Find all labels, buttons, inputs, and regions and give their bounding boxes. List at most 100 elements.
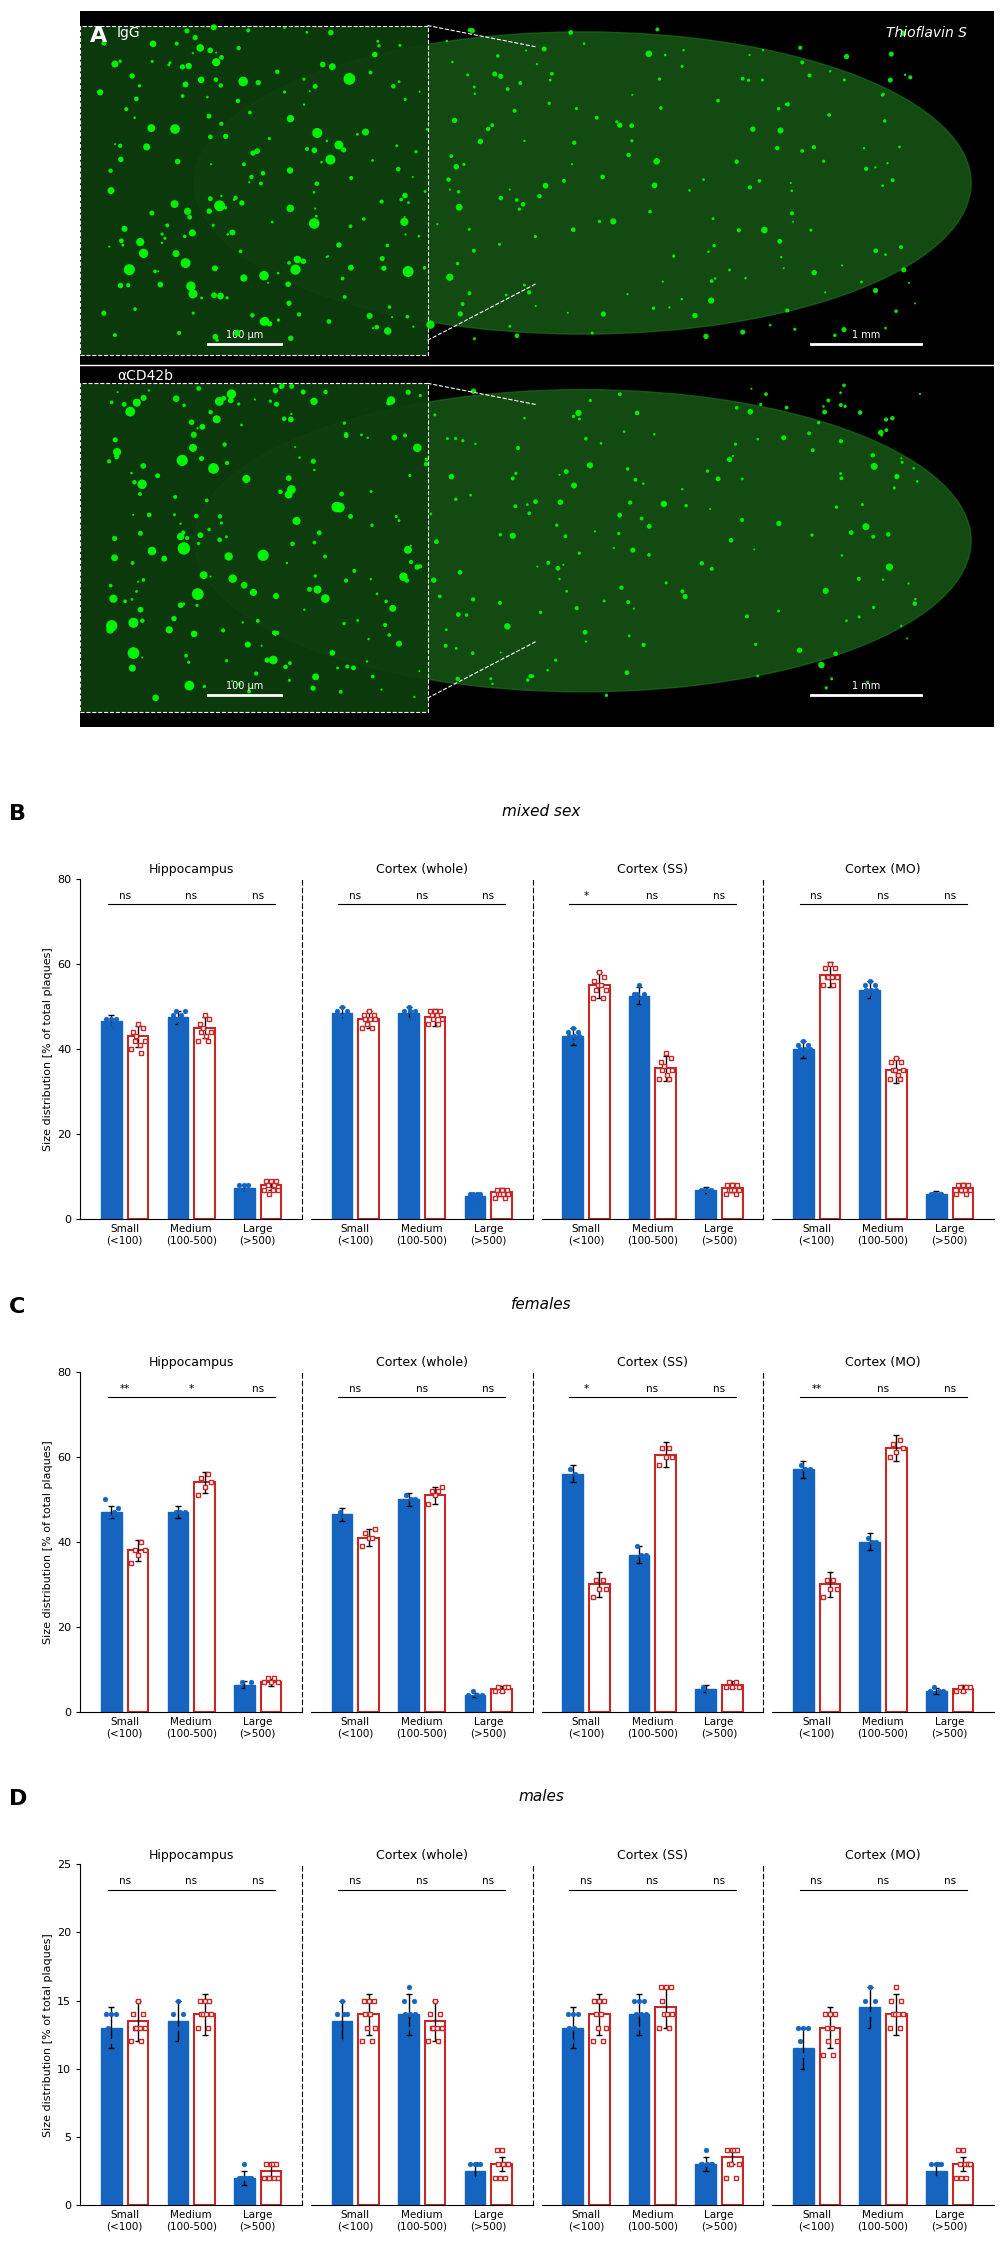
Point xyxy=(336,405,352,441)
Point xyxy=(398,562,414,598)
Point xyxy=(613,569,629,605)
Point xyxy=(202,32,218,68)
Point xyxy=(571,536,587,572)
Point xyxy=(223,382,239,418)
Ellipse shape xyxy=(195,32,970,333)
Point xyxy=(124,544,140,580)
Point xyxy=(902,58,918,94)
Point xyxy=(109,434,125,470)
Point xyxy=(284,526,300,562)
Title: Cortex (MO): Cortex (MO) xyxy=(845,864,920,875)
Point xyxy=(166,497,183,533)
Point xyxy=(892,229,908,266)
Point xyxy=(559,295,575,331)
Point xyxy=(256,256,272,292)
Point xyxy=(877,310,893,346)
Point xyxy=(381,616,397,652)
Point xyxy=(106,45,122,81)
Point xyxy=(803,518,819,554)
Point xyxy=(635,466,651,502)
Point xyxy=(409,430,425,466)
Point xyxy=(106,317,122,353)
Bar xyxy=(655,2007,675,2205)
Point xyxy=(106,540,122,576)
Point xyxy=(396,178,412,214)
Point xyxy=(381,288,397,324)
Point xyxy=(873,418,889,454)
Point xyxy=(373,184,389,220)
Point xyxy=(299,130,315,166)
Point xyxy=(804,432,820,468)
Point xyxy=(195,410,211,446)
Point xyxy=(152,266,169,302)
Point xyxy=(390,151,406,187)
Point xyxy=(906,585,922,621)
Point xyxy=(375,250,391,286)
Point xyxy=(551,560,567,596)
Point xyxy=(624,76,640,112)
Point xyxy=(282,646,298,682)
Point xyxy=(255,538,271,574)
Point xyxy=(191,526,207,562)
Point xyxy=(379,227,395,263)
Point xyxy=(156,540,173,576)
Point xyxy=(253,166,269,202)
Point xyxy=(867,232,883,268)
Point xyxy=(625,592,641,628)
Point xyxy=(505,461,521,497)
Point xyxy=(856,130,872,166)
Point xyxy=(307,191,323,227)
Point xyxy=(175,443,191,479)
Point xyxy=(825,317,842,353)
Point xyxy=(218,119,234,155)
Point xyxy=(208,61,224,97)
Point xyxy=(489,38,506,74)
Point xyxy=(176,515,192,551)
Point xyxy=(541,86,557,122)
Point xyxy=(212,187,228,223)
Point xyxy=(320,238,336,274)
Point xyxy=(125,634,141,670)
Point xyxy=(112,128,128,164)
Bar xyxy=(859,1541,880,1712)
Point xyxy=(786,310,802,346)
Point xyxy=(182,200,198,236)
Point xyxy=(867,148,883,184)
Point xyxy=(185,430,201,466)
Point xyxy=(582,382,598,418)
Point xyxy=(384,590,400,626)
Point xyxy=(483,108,499,144)
Point xyxy=(106,520,122,556)
Point xyxy=(411,652,427,688)
Point xyxy=(900,565,916,601)
Point xyxy=(267,616,283,652)
Point xyxy=(234,407,250,443)
Point xyxy=(213,178,229,214)
Point xyxy=(103,385,119,421)
Point xyxy=(443,459,459,495)
Point xyxy=(450,173,466,209)
Point xyxy=(886,470,902,506)
Bar xyxy=(886,1449,906,1712)
Point xyxy=(124,58,140,94)
Point xyxy=(407,133,423,169)
Point xyxy=(122,394,138,430)
Point xyxy=(120,268,136,304)
Bar xyxy=(925,1195,946,1220)
Point xyxy=(178,637,194,673)
Point xyxy=(700,234,716,270)
Point xyxy=(800,416,816,452)
Point xyxy=(618,655,634,691)
Point xyxy=(721,441,737,477)
Bar xyxy=(562,2027,583,2205)
Point xyxy=(390,502,406,538)
Point xyxy=(185,36,201,72)
Point xyxy=(709,461,725,497)
Point xyxy=(582,448,598,484)
Point xyxy=(461,274,477,310)
Point xyxy=(515,187,531,223)
Point xyxy=(277,648,293,684)
Point xyxy=(705,227,721,263)
Point xyxy=(465,232,481,268)
Point xyxy=(339,648,355,684)
